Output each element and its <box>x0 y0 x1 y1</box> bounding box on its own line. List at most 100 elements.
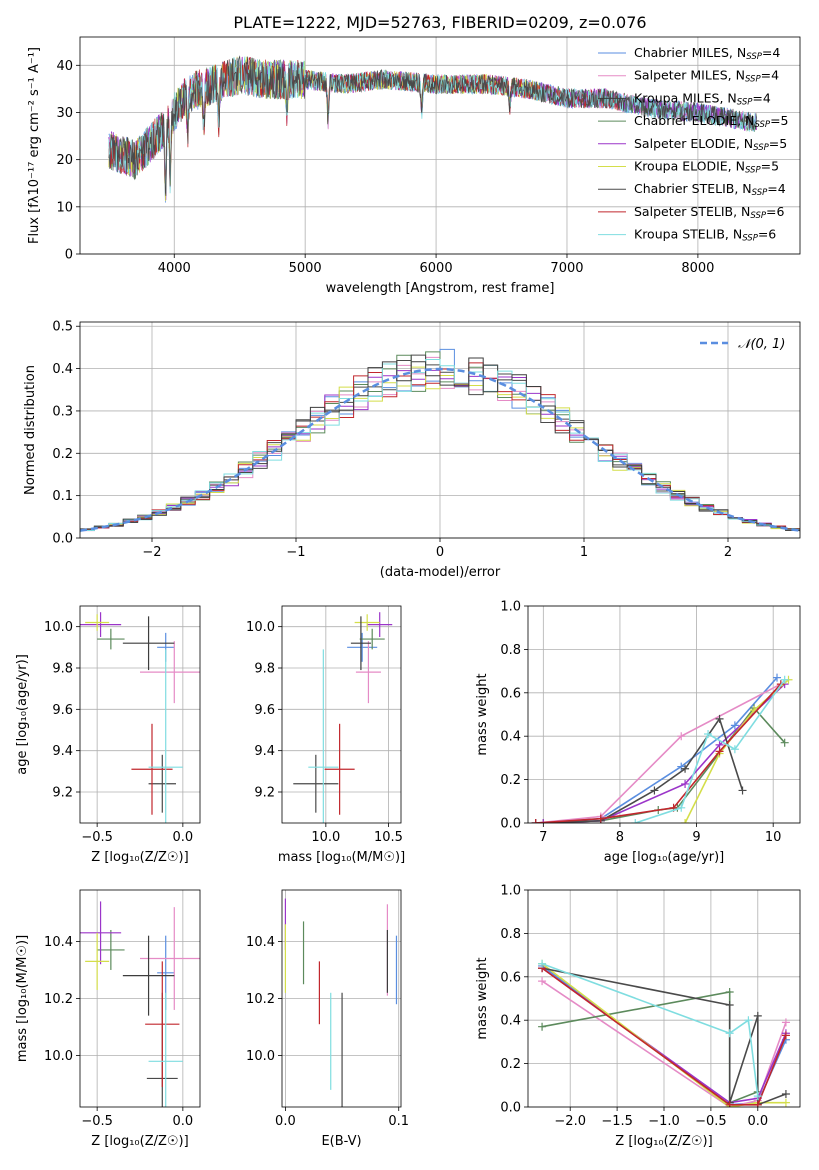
legend-label: 𝒩(0, 1) <box>738 337 785 352</box>
y-tick-label: 0.6 <box>500 686 521 701</box>
weight-line <box>535 683 782 823</box>
y-tick-label: 0.1 <box>52 489 73 504</box>
y-tick-label: 0.2 <box>500 773 521 788</box>
x-tick-label: 7000 <box>550 261 583 276</box>
y-axis-label: age [log₁₀(age/yr)] <box>15 654 30 775</box>
y-tick-label: 10.2 <box>246 992 275 1007</box>
y-tick-label: 30 <box>56 106 73 121</box>
weight-line <box>541 963 759 1097</box>
weight-line <box>535 677 778 823</box>
weight-lines <box>531 673 793 823</box>
weight-line <box>541 967 787 1106</box>
y-tick-label: 0.2 <box>500 1057 521 1072</box>
y-axis-label: mass weight <box>475 957 490 1039</box>
x-tick-label: 7 <box>539 830 547 845</box>
y-tick-label: 9.4 <box>254 744 275 759</box>
mass-vs-ebv-panel: 0.0 0.1 10.0 10.2 10.4 E(B-V) <box>246 889 409 1149</box>
weight-line <box>541 980 787 1107</box>
x-tick-label: 0.0 <box>173 1114 194 1129</box>
weight-line <box>541 967 787 1106</box>
x-axis-label: mass [log₁₀(M/M☉)] <box>278 850 405 865</box>
y-tick-label: 0.0 <box>52 532 73 547</box>
y-tick-label: 10.4 <box>44 935 73 950</box>
y-tick-label: 0.8 <box>500 927 521 942</box>
y-tick-label: 0 <box>65 248 73 263</box>
errorbar-point <box>122 935 175 1016</box>
x-tick-label: 0.1 <box>388 1114 409 1129</box>
weight-marker <box>715 714 724 723</box>
errorbar-point <box>140 907 200 1010</box>
legend-label: Kroupa MILES, NSSP=4 <box>634 90 771 107</box>
y-tick-label: 0.6 <box>500 970 521 985</box>
y-tick-label: 9.6 <box>52 703 73 718</box>
weight-marker <box>681 819 690 823</box>
weight-marker <box>539 819 548 823</box>
x-axis-label: Z [log₁₀(Z/Z☉)] <box>615 1134 712 1149</box>
spectrum-legend: Chabrier MILES, NSSP=4 Salpeter MILES, NS… <box>598 45 789 244</box>
y-tick-label: 10.0 <box>44 1049 73 1064</box>
x-tick-label: 2 <box>724 545 732 560</box>
weight-marker <box>677 803 686 812</box>
weight-marker <box>780 738 789 747</box>
x-tick-label: −0.5 <box>695 1114 727 1129</box>
axes-frame <box>79 36 801 255</box>
errorbar-point <box>80 901 122 965</box>
errorbar-point <box>122 616 175 671</box>
weight-marker <box>781 1031 790 1040</box>
gridlines <box>528 889 800 1108</box>
weight-marker <box>730 721 739 730</box>
y-tick-label: 9.4 <box>52 744 73 759</box>
errorbar-point <box>359 628 385 650</box>
weight-marker <box>650 786 659 795</box>
weight-marker <box>596 814 605 823</box>
errorbar-point <box>367 612 393 637</box>
weight-marker <box>738 786 747 795</box>
legend-label: Salpeter MILES, NSSP=4 <box>634 68 779 85</box>
figure-title: PLATE=1222, MJD=52763, FIBERID=0209, z=0… <box>233 13 646 32</box>
weight-marker <box>681 779 690 788</box>
errorbar-point <box>85 614 110 631</box>
y-tick-label: 0.4 <box>52 362 73 377</box>
errorbar-point <box>148 754 176 813</box>
errorbar-point <box>80 612 122 637</box>
errorbar-point <box>324 723 355 815</box>
errorbar-point <box>85 932 110 990</box>
x-tick-label: 10 <box>765 830 782 845</box>
weight-marker <box>753 1100 762 1107</box>
errorbar-point <box>131 723 173 815</box>
x-tick-label: −0.5 <box>81 830 113 845</box>
errorbars <box>80 612 200 823</box>
y-tick-label: 0.0 <box>500 1101 521 1116</box>
weight-marker <box>730 745 739 754</box>
weight-marker <box>538 977 547 986</box>
weight-line <box>535 717 744 823</box>
weight-marker <box>780 675 789 684</box>
weight-marker <box>677 732 686 741</box>
errorbar-point <box>350 616 371 671</box>
x-tick-label: −1.0 <box>648 1114 680 1129</box>
spectrum-lines <box>108 55 757 203</box>
axes-frame <box>79 605 201 824</box>
x-tick-label: 9 <box>692 830 700 845</box>
y-tick-label: 1.0 <box>500 600 521 615</box>
legend-label: Chabrier STELIB, NSSP=4 <box>634 181 786 198</box>
weight-marker <box>631 819 640 823</box>
x-axis-label: wavelength [Angstrom, rest frame] <box>326 281 555 296</box>
weight-marker <box>681 764 690 773</box>
y-tick-label: 40 <box>56 59 73 74</box>
normal-curve <box>80 367 800 532</box>
errorbar-point <box>140 641 200 704</box>
weight-marker <box>725 1100 734 1107</box>
y-tick-label: 0.0 <box>500 817 521 832</box>
y-tick-label: 0.4 <box>500 730 521 745</box>
hist-step <box>80 357 800 533</box>
hist-lines <box>80 348 800 533</box>
weight-marker <box>781 1018 790 1027</box>
errorbar-point <box>148 992 183 1107</box>
x-tick-label: −1.5 <box>601 1114 633 1129</box>
y-tick-label: 10.0 <box>246 1049 275 1064</box>
y-axis-label: mass [log₁₀(M/M☉)] <box>15 935 30 1062</box>
x-tick-label: 0.0 <box>275 1114 296 1129</box>
weight-marker <box>715 747 724 756</box>
